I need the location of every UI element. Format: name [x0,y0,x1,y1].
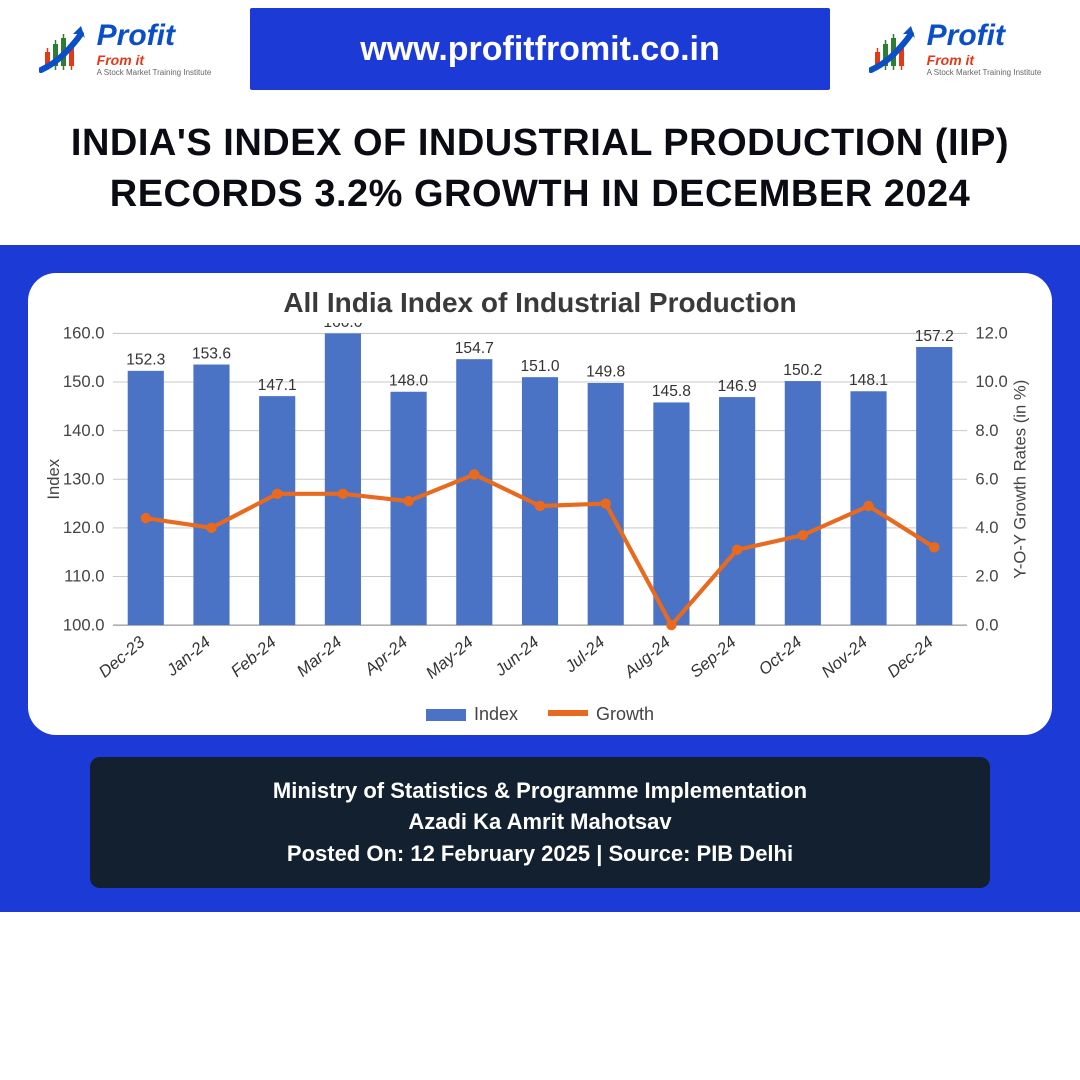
logo-right: Profit From it A Stock Market Training I… [840,8,1070,90]
footer-line2: Azadi Ka Amrit Mahotsav [110,806,970,838]
headline-line2: RECORDS 3.2% GROWTH IN DECEMBER 2024 [40,169,1040,220]
svg-text:Y-O-Y Growth Rates (in %): Y-O-Y Growth Rates (in %) [1010,379,1029,578]
bar [325,333,361,625]
svg-text:Apr-24: Apr-24 [360,632,411,679]
bar [719,397,755,625]
bar [259,396,295,625]
svg-text:145.8: 145.8 [652,383,691,400]
svg-text:8.0: 8.0 [975,420,998,439]
svg-text:146.9: 146.9 [718,377,757,394]
svg-text:148.0: 148.0 [389,372,428,389]
svg-text:4.0: 4.0 [975,518,998,537]
headline: INDIA'S INDEX OF INDUSTRIAL PRODUCTION (… [0,90,1080,245]
svg-text:130.0: 130.0 [63,469,105,488]
svg-text:Jul-24: Jul-24 [561,632,609,676]
svg-text:152.3: 152.3 [126,351,165,368]
svg-text:Index: Index [44,458,63,499]
svg-text:140.0: 140.0 [63,420,105,439]
logo-text: Profit From it A Stock Market Training I… [97,21,212,77]
iip-chart: 100.0 110.0 120.0 130.0 140.0 150.0 160.0 0.0 2.… [40,323,1040,698]
footer-line1: Ministry of Statistics & Programme Imple… [110,775,970,807]
chart-card: All India Index of Industrial Production… [28,273,1052,735]
bar [653,402,689,625]
footer-line3: Posted On: 12 February 2025 | Source: PI… [110,838,970,870]
legend-growth: Growth [548,704,654,725]
bar [391,391,427,624]
logo-arrow-icon [869,24,919,74]
chart-legend: Index Growth [40,704,1040,725]
logo-line3: A Stock Market Training Institute [97,69,212,77]
chart-wrap: 100.0 110.0 120.0 130.0 140.0 150.0 160.0 0.0 2.… [40,323,1040,698]
logo-line3: A Stock Market Training Institute [927,69,1042,77]
svg-text:Feb-24: Feb-24 [227,632,280,680]
svg-text:10.0: 10.0 [975,372,1007,391]
svg-text:Jan-24: Jan-24 [162,632,214,680]
svg-text:153.6: 153.6 [192,345,231,362]
logo-text: Profit From it A Stock Market Training I… [927,21,1042,77]
svg-text:Jun-24: Jun-24 [491,632,543,680]
svg-text:157.2: 157.2 [915,327,954,344]
svg-text:May-24: May-24 [422,632,477,682]
logo-left: Profit From it A Stock Market Training I… [10,8,240,90]
bar [456,359,492,625]
svg-text:147.1: 147.1 [258,376,297,393]
svg-text:0.0: 0.0 [975,615,998,634]
svg-text:154.7: 154.7 [455,340,494,357]
logo-line1: Profit [97,21,212,51]
url-banner[interactable]: www.profitfromit.co.in [250,8,830,90]
svg-text:Dec-24: Dec-24 [883,632,936,681]
header-row: Profit From it A Stock Market Training I… [0,0,1080,90]
svg-text:151.0: 151.0 [520,358,559,375]
svg-text:6.0: 6.0 [975,469,998,488]
bar [785,381,821,625]
svg-text:2.0: 2.0 [975,566,998,585]
bar [193,364,229,625]
svg-text:Dec-23: Dec-23 [95,631,149,681]
url-text: www.profitfromit.co.in [360,30,720,69]
svg-text:160.0: 160.0 [63,323,105,342]
svg-text:148.1: 148.1 [849,372,888,389]
svg-text:110.0: 110.0 [64,566,104,585]
svg-text:12.0: 12.0 [975,323,1007,342]
logo-arrow-icon [39,24,89,74]
footer-box: Ministry of Statistics & Programme Imple… [90,757,990,889]
logo-line1: Profit [927,21,1042,51]
logo-line2: From it [97,53,212,67]
svg-text:Aug-24: Aug-24 [620,632,674,682]
headline-line1: INDIA'S INDEX OF INDUSTRIAL PRODUCTION (… [40,118,1040,169]
svg-text:150.0: 150.0 [63,372,105,391]
svg-text:Sep-24: Sep-24 [686,632,739,681]
legend-index: Index [426,704,518,725]
svg-text:149.8: 149.8 [586,363,625,380]
svg-text:Nov-24: Nov-24 [818,632,871,681]
chart-title: All India Index of Industrial Production [40,287,1040,319]
svg-text:Mar-24: Mar-24 [293,632,345,680]
chart-panel: All India Index of Industrial Production… [0,245,1080,913]
svg-text:100.0: 100.0 [63,615,105,634]
svg-text:120.0: 120.0 [63,518,105,537]
bar [128,370,164,624]
svg-text:150.2: 150.2 [783,361,822,378]
logo-line2: From it [927,53,1042,67]
svg-text:160.0: 160.0 [323,323,362,331]
bar [916,347,952,625]
svg-text:Oct-24: Oct-24 [755,632,806,679]
